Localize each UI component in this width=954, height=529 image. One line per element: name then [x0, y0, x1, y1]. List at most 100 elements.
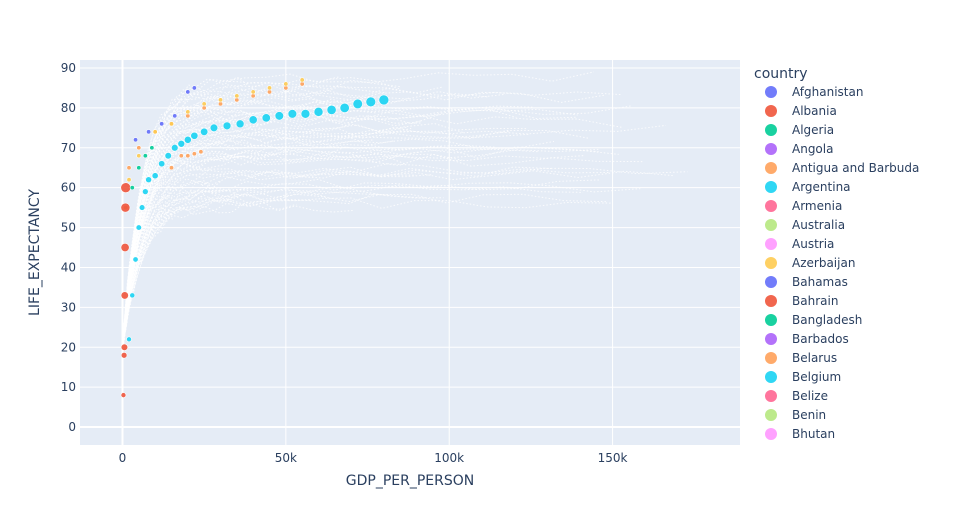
data-point	[339, 102, 350, 113]
background-trajectory	[122, 146, 599, 351]
background-trajectory	[122, 86, 386, 350]
background-trajectory	[122, 178, 601, 350]
background-trajectory	[122, 126, 528, 347]
y-tick-label: 10	[61, 380, 76, 394]
data-point	[300, 109, 311, 119]
data-point	[185, 153, 191, 159]
legend-marker	[765, 295, 777, 307]
legend-item[interactable]: Afghanistan	[765, 85, 863, 99]
data-point	[171, 144, 179, 152]
legend-item[interactable]: Bahamas	[765, 275, 848, 289]
data-point	[209, 123, 219, 132]
data-point	[261, 113, 271, 123]
data-point	[149, 145, 155, 151]
legend-marker	[765, 200, 777, 212]
y-tick-label: 40	[61, 260, 76, 274]
series-bangladesh	[129, 145, 155, 191]
data-point	[120, 202, 131, 213]
legend-item[interactable]: Albania	[765, 104, 837, 118]
legend-item[interactable]: Barbados	[765, 332, 849, 346]
legend-marker	[765, 371, 777, 383]
data-point	[120, 291, 129, 300]
legend-marker	[765, 352, 777, 364]
legend-title: country	[754, 66, 808, 82]
background-trajectory	[122, 108, 578, 350]
background-trajectory	[122, 98, 352, 351]
data-point	[200, 127, 209, 136]
legend-marker	[765, 162, 777, 174]
data-point	[168, 121, 174, 127]
legend-item[interactable]: Belgium	[765, 370, 841, 384]
legend-items: Afghanistan Albania Algeria Angola Antigua a…	[765, 85, 919, 441]
legend-item[interactable]: Belarus	[765, 351, 837, 365]
data-point	[287, 109, 298, 119]
series-argentina	[126, 94, 390, 343]
data-point	[190, 131, 199, 140]
data-point	[138, 204, 146, 211]
legend-label: Algeria	[792, 123, 834, 137]
data-point	[191, 151, 197, 157]
legend-item[interactable]: Austria	[765, 237, 834, 251]
data-point	[126, 177, 132, 183]
legend-marker	[765, 181, 777, 193]
legend: country AfghanistanAlbaniaAlgeriaAngolaA…	[754, 66, 919, 441]
background-trajectory	[122, 138, 555, 352]
x-tick-label: 150k	[598, 451, 628, 465]
legend-label: Albania	[792, 104, 837, 118]
data-point	[185, 109, 191, 115]
data-point	[267, 85, 273, 91]
legend-marker	[765, 238, 777, 250]
background-trajectory	[122, 155, 586, 346]
legend-item[interactable]: Algeria	[765, 123, 834, 137]
data-point	[120, 352, 128, 359]
data-point	[145, 176, 152, 184]
legend-item[interactable]: Belize	[765, 389, 828, 403]
background-trajectory	[122, 148, 423, 344]
legend-label: Armenia	[792, 199, 842, 213]
legend-marker	[765, 390, 777, 402]
legend-label: Bangladesh	[792, 313, 862, 327]
legend-item[interactable]: Azerbaijan	[765, 256, 855, 270]
data-point	[135, 224, 142, 231]
data-point	[185, 89, 191, 95]
legend-label: Bhutan	[792, 427, 835, 441]
data-point	[234, 93, 240, 99]
background-trajectory	[122, 135, 395, 344]
legend-label: Angola	[792, 142, 833, 156]
legend-marker	[765, 333, 777, 345]
data-point	[126, 165, 132, 171]
legend-item[interactable]: Antigua and Barbuda	[765, 161, 919, 175]
data-point	[248, 115, 258, 125]
y-tick-label: 70	[61, 141, 76, 155]
plot-background	[80, 60, 740, 445]
legend-item[interactable]: Benin	[765, 408, 826, 422]
data-point	[222, 121, 232, 131]
data-point	[172, 113, 178, 119]
data-point	[129, 185, 135, 191]
legend-item[interactable]: Australia	[765, 218, 845, 232]
background-trajectory	[122, 84, 263, 354]
series-belarus	[168, 149, 204, 171]
legend-item[interactable]: Angola	[765, 142, 833, 156]
legend-item[interactable]: Bhutan	[765, 427, 835, 441]
data-point	[129, 292, 136, 299]
data-point	[183, 135, 192, 144]
data-point	[120, 243, 130, 252]
legend-item[interactable]: Argentina	[765, 180, 851, 194]
series-azerbaijan	[126, 77, 305, 183]
legend-item[interactable]: Armenia	[765, 199, 842, 213]
data-point	[168, 165, 174, 171]
legend-item[interactable]: Bahrain	[765, 294, 838, 308]
y-tick-label: 50	[61, 221, 76, 235]
legend-item[interactable]: Bangladesh	[765, 313, 862, 327]
legend-marker	[765, 143, 777, 155]
background-trajectory	[122, 107, 577, 345]
data-point	[352, 98, 363, 110]
legend-label: Barbados	[792, 332, 849, 346]
data-point	[120, 343, 129, 351]
legend-label: Antigua and Barbuda	[792, 161, 919, 175]
x-tick-label: 100k	[434, 451, 464, 465]
background-trajectory	[122, 153, 644, 349]
legend-label: Belize	[792, 389, 828, 403]
